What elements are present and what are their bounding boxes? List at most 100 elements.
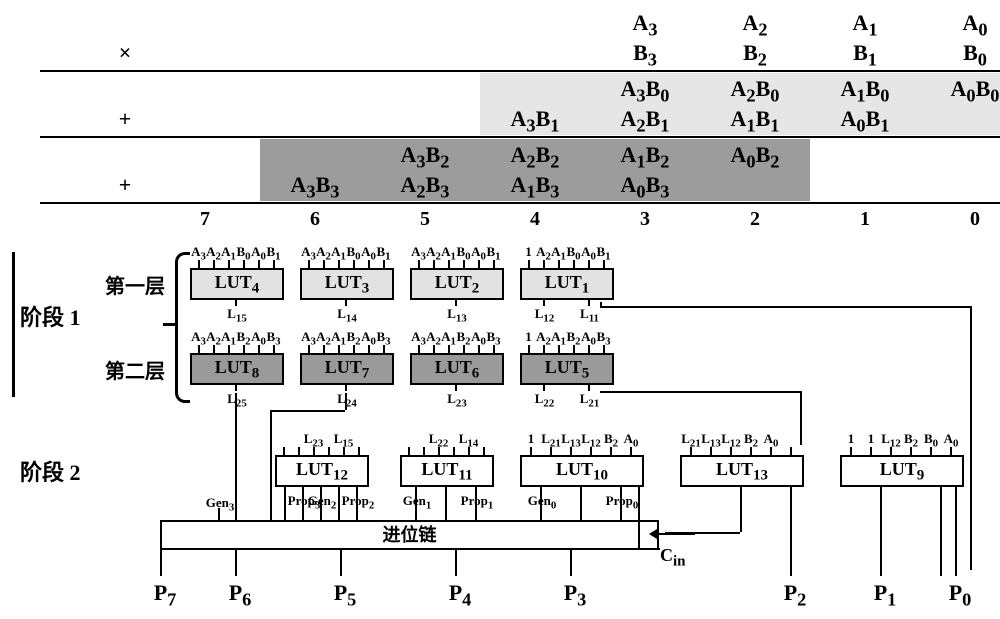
table-rule bbox=[40, 70, 1000, 72]
wire bbox=[600, 391, 800, 393]
table-cell: A1B0 bbox=[810, 76, 920, 106]
lut-output-label: L15 bbox=[219, 306, 255, 325]
table-cell: A0B3 bbox=[590, 172, 700, 202]
lut-output-tick bbox=[455, 298, 457, 306]
table-cell: A3B2 bbox=[370, 142, 480, 172]
lut-input-tick bbox=[790, 447, 792, 455]
table-cell: A2B2 bbox=[480, 142, 590, 172]
layer2-label: 第二层 bbox=[105, 355, 165, 384]
table-cell: 7 bbox=[150, 208, 260, 231]
lut-output-tick bbox=[543, 298, 545, 306]
lut-input-tick bbox=[850, 447, 852, 455]
table-cell: A0B2 bbox=[700, 142, 810, 172]
lut-output-label: L24 bbox=[329, 391, 365, 410]
cin-arrow bbox=[657, 533, 659, 535]
table-cell: 0 bbox=[920, 208, 1000, 231]
lut-output-label: Prop2 bbox=[334, 493, 382, 512]
output-label: P5 bbox=[325, 580, 365, 610]
brace bbox=[175, 252, 190, 403]
table-cell: A2B1 bbox=[590, 106, 700, 136]
wire bbox=[455, 548, 457, 576]
lut-output-tick bbox=[235, 298, 237, 306]
wire bbox=[345, 393, 347, 410]
lut-box: LUT6 bbox=[410, 353, 504, 385]
table-cell: A1 bbox=[810, 10, 920, 40]
lut-box: LUT3 bbox=[300, 268, 394, 300]
table-cell: A2 bbox=[700, 10, 810, 40]
table-cell: A0 bbox=[920, 10, 1000, 40]
table-rule bbox=[40, 202, 1000, 204]
lut-input-label: B3 bbox=[481, 329, 507, 348]
lut-input-tick bbox=[283, 447, 285, 455]
lut-box: LUT11 bbox=[400, 455, 494, 487]
lut-input-label: A0 bbox=[938, 431, 964, 450]
lut-output-tick bbox=[588, 383, 590, 391]
table-cell: B0 bbox=[920, 40, 1000, 70]
lut-input-tick bbox=[453, 447, 455, 455]
wire bbox=[800, 391, 802, 445]
op: + bbox=[70, 106, 180, 132]
lut-input-label: B3 bbox=[591, 329, 617, 348]
lut-input-label: L15 bbox=[331, 431, 357, 450]
wire bbox=[340, 548, 342, 576]
table-cell: 5 bbox=[370, 208, 480, 231]
lut-box: LUT12 bbox=[275, 455, 369, 487]
lut-output-tick bbox=[588, 298, 590, 306]
table-cell: B1 bbox=[810, 40, 920, 70]
brace-nub bbox=[163, 323, 175, 326]
table-cell: A1B1 bbox=[700, 106, 810, 136]
wire bbox=[356, 485, 358, 520]
wire bbox=[302, 485, 304, 520]
output-label: P3 bbox=[555, 580, 595, 610]
wire bbox=[235, 393, 237, 520]
lut-output-tick bbox=[345, 383, 347, 391]
output-label: P2 bbox=[775, 580, 815, 610]
lut-output-label: L23 bbox=[439, 391, 475, 410]
table-cell: B3 bbox=[590, 40, 700, 70]
wire bbox=[790, 485, 792, 576]
output-label: P0 bbox=[940, 580, 980, 610]
lut-input-label: A0 bbox=[618, 431, 644, 450]
wire bbox=[338, 485, 340, 520]
wire bbox=[940, 485, 942, 576]
layer1-label: 第一层 bbox=[105, 270, 165, 299]
table-cell: B2 bbox=[700, 40, 810, 70]
wire bbox=[415, 485, 417, 520]
table-cell: A0B0 bbox=[920, 76, 1000, 106]
table-cell: A3B0 bbox=[590, 76, 700, 106]
lut-input-tick bbox=[408, 447, 410, 455]
wire bbox=[284, 485, 286, 520]
lut-input-tick bbox=[870, 447, 872, 455]
wire bbox=[475, 485, 477, 520]
table-cell: A2B3 bbox=[370, 172, 480, 202]
stage1-line bbox=[12, 252, 15, 397]
lut-input-tick bbox=[483, 447, 485, 455]
lut-input-label: L14 bbox=[456, 431, 482, 450]
wire bbox=[600, 306, 970, 308]
wire bbox=[218, 508, 220, 520]
output-label: P4 bbox=[440, 580, 480, 610]
lut-output-tick bbox=[345, 298, 347, 306]
lut-input-label: B3 bbox=[261, 329, 287, 348]
wire bbox=[445, 485, 447, 520]
table-cell: A1B3 bbox=[480, 172, 590, 202]
wire bbox=[540, 485, 542, 520]
table-cell: 3 bbox=[590, 208, 700, 231]
wire bbox=[620, 485, 622, 520]
table-cell: A0B1 bbox=[810, 106, 920, 136]
lut-input-label: B1 bbox=[371, 244, 397, 263]
lut-output-tick bbox=[455, 383, 457, 391]
lut-input-tick bbox=[530, 447, 532, 455]
lut-input-label: L22 bbox=[426, 431, 452, 450]
lut-box: LUT4 bbox=[190, 268, 284, 300]
wire bbox=[880, 485, 882, 576]
op: × bbox=[70, 40, 180, 66]
lut-box: LUT9 bbox=[840, 455, 964, 487]
lut-output-label: L13 bbox=[439, 306, 475, 325]
wire bbox=[270, 410, 272, 520]
output-label: P6 bbox=[220, 580, 260, 610]
output-label: P7 bbox=[145, 580, 185, 610]
lut-input-tick bbox=[528, 260, 530, 268]
lut-input-tick bbox=[423, 447, 425, 455]
wire bbox=[740, 485, 742, 532]
